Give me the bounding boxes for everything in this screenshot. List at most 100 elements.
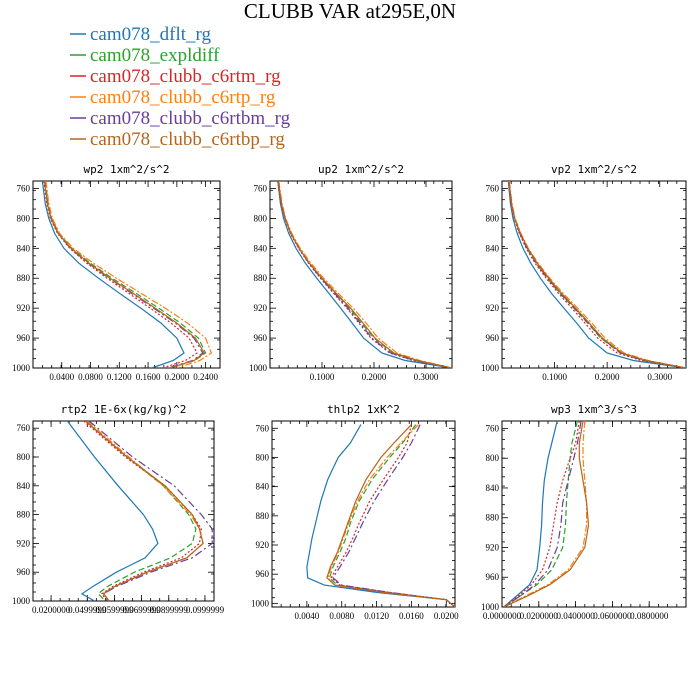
x-tick-label: 0.1600 — [136, 372, 161, 382]
x-tick-label: 0.0499999 — [68, 605, 107, 615]
series-line-cam078_dflt_rg — [503, 421, 558, 607]
y-tick-label: 880 — [486, 513, 500, 523]
y-tick-label: 1000 — [481, 363, 500, 373]
y-tick-label: 920 — [486, 303, 500, 313]
series-line-cam078_dflt_rg — [306, 424, 455, 607]
x-tick-label: 0.0599999 — [95, 605, 134, 615]
y-tick-label: 880 — [254, 273, 268, 283]
y-tick-label: 960 — [17, 333, 31, 343]
y-tick-label: 760 — [254, 183, 268, 193]
series-line-cam078_clubb_c6rtm_rg — [43, 181, 198, 368]
legend-label: cam078_dflt_rg — [90, 24, 212, 45]
x-tick-label: 0.0040 — [294, 611, 319, 621]
y-tick-label: 800 — [17, 213, 31, 223]
y-tick-label: 760 — [486, 423, 500, 433]
series-line-cam078_clubb_c6rtbm_rg — [503, 421, 582, 607]
panel-title: wp3 1xm^3/s^3 — [551, 403, 637, 416]
plot-frame — [269, 180, 453, 369]
legend-label: cam078_clubb_c6rtm_rg — [90, 66, 281, 87]
series-line-cam078_clubb_c6rtbp_rg — [326, 424, 455, 607]
panel-title: up2 1xm^2/s^2 — [318, 163, 404, 176]
series-line-cam078_dflt_rg — [66, 421, 159, 601]
series-group — [66, 421, 213, 601]
series-line-cam078_clubb_c6rtp_rg — [503, 421, 588, 607]
legend-entry: cam078_dflt_rg — [70, 24, 212, 45]
series-line-cam078_clubb_c6rtbm_rg — [88, 421, 213, 601]
series-line-cam078_clubb_c6rtbp_rg — [277, 181, 452, 368]
y-tick-label: 760 — [256, 423, 270, 433]
panel-title: rtp2 1E-6x(kg/kg)^2 — [61, 403, 187, 416]
series-line-cam078_clubb_c6rtm_rg — [330, 424, 455, 607]
series-line-cam078_dflt_rg — [41, 181, 185, 368]
panel-title: thlp2 1xK^2 — [327, 403, 400, 416]
y-tick-label: 1000 — [12, 363, 31, 373]
plot-frame — [271, 420, 456, 608]
y-tick-label: 840 — [486, 243, 500, 253]
legend-label: cam078_clubb_c6rtp_rg — [90, 87, 276, 108]
x-tick-label: 0.2400 — [193, 372, 218, 382]
plot-frame — [501, 180, 687, 369]
series-line-cam078_expldiff — [328, 424, 455, 607]
x-tick-label: 0.1000 — [310, 372, 335, 382]
y-tick-label: 840 — [17, 243, 31, 253]
plot-frame — [32, 180, 221, 369]
y-tick-label: 920 — [17, 303, 31, 313]
series-line-cam078_clubb_c6rtbp_rg — [43, 181, 205, 368]
x-tick-label: 0.2000 — [595, 372, 620, 382]
legend-entry: cam078_expldiff — [70, 45, 220, 66]
y-tick-label: 960 — [256, 569, 270, 579]
panel-5: thlp2 1xK^2 760 800 840 880 920 960 1000 0.0040 0… — [251, 403, 459, 621]
y-tick-label: 880 — [256, 511, 270, 521]
y-tick-label: 840 — [256, 482, 270, 492]
x-tick-label: 0.1200 — [107, 372, 132, 382]
series-group — [306, 424, 455, 607]
panel-3: vp2 1xm^2/s^2 760 800 840 880 920 960 1000 0.100… — [481, 163, 687, 382]
figure-title: CLUBB VAR at295E,0N — [244, 0, 456, 23]
x-tick-label: 0.1000 — [542, 372, 567, 382]
series-line-cam078_clubb_c6rtp_rg — [45, 181, 213, 368]
series-line-cam078_expldiff — [508, 181, 686, 368]
legend-label: cam078_clubb_c6rtbp_rg — [90, 129, 285, 150]
y-tick-label: 960 — [17, 567, 31, 577]
legend-entry: cam078_clubb_c6rtm_rg — [70, 66, 281, 87]
panel-1: wp2 1xm^2/s^2 760 800 840 880 920 960 1000 0.040… — [12, 163, 221, 382]
y-tick-label: 760 — [486, 183, 500, 193]
series-line-cam078_clubb_c6rtm_rg — [277, 181, 452, 368]
x-tick-label: 0.0160 — [399, 611, 424, 621]
x-tick-label: 0.0000000 — [483, 611, 522, 621]
x-tick-label: 0.0899999 — [150, 605, 189, 615]
panel-4: rtp2 1E-6x(kg/kg)^2 760 800 840 880 920 960 100… — [12, 403, 225, 615]
panel-6: wp3 1xm^3/s^3 760 800 840 880 920 960 10000.000… — [481, 403, 687, 621]
y-tick-label: 880 — [17, 273, 31, 283]
x-tick-label: 0.0200 — [434, 611, 459, 621]
x-tick-label: 0.0999999 — [186, 605, 225, 615]
y-tick-label: 880 — [486, 273, 500, 283]
legend-entry: cam078_clubb_c6rtbm_rg — [70, 108, 291, 129]
legend-entry: cam078_clubb_c6rtp_rg — [70, 87, 276, 108]
plot-frame — [501, 420, 687, 608]
x-tick-label: 0.0400 — [49, 372, 74, 382]
x-tick-label: 0.0080 — [329, 611, 354, 621]
y-tick-label: 960 — [486, 333, 500, 343]
series-line-cam078_clubb_c6rtm_rg — [83, 421, 202, 601]
legend-label: cam078_expldiff — [90, 45, 220, 66]
x-tick-label: 0.0200000 — [520, 611, 559, 621]
y-tick-label: 880 — [17, 510, 31, 520]
x-tick-label: 0.0400000 — [556, 611, 595, 621]
y-tick-label: 800 — [486, 213, 500, 223]
series-group — [277, 181, 452, 368]
y-tick-label: 960 — [254, 333, 268, 343]
y-tick-label: 1000 — [12, 596, 31, 606]
series-group — [41, 181, 213, 368]
x-tick-label: 0.0699999 — [122, 605, 161, 615]
y-tick-label: 800 — [256, 452, 270, 462]
panels: wp2 1xm^2/s^2 760 800 840 880 920 960 1000 0.040… — [12, 163, 687, 621]
y-tick-label: 1000 — [481, 602, 500, 612]
legend-label: cam078_clubb_c6rtbm_rg — [90, 108, 291, 129]
y-tick-label: 800 — [254, 213, 268, 223]
legend: cam078_dflt_rgcam078_expldiffcam078_club… — [70, 24, 291, 150]
y-tick-label: 1000 — [251, 598, 270, 608]
x-tick-label: 0.0120 — [364, 611, 389, 621]
panel-2: up2 1xm^2/s^2 760 800 840 880 920 960 1000 0.100… — [249, 163, 453, 382]
